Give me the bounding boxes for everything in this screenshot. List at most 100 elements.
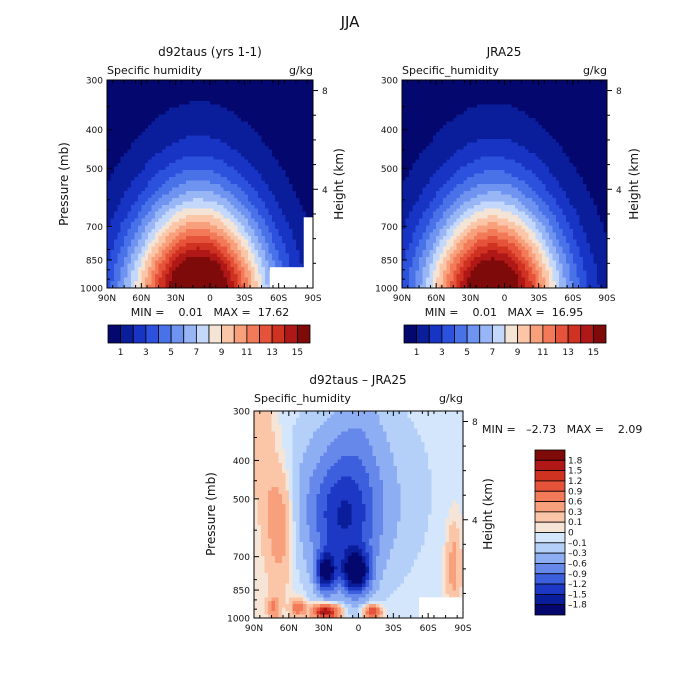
contour-cell <box>175 232 180 237</box>
contour-cell <box>165 256 170 261</box>
contour-cell <box>528 135 533 140</box>
contour-cell <box>511 90 516 95</box>
contour-cell <box>210 166 215 171</box>
contour-cell <box>299 93 304 98</box>
contour-cell <box>131 125 136 130</box>
contour-cell <box>185 232 190 237</box>
contour-cell <box>295 260 300 265</box>
contour-cell <box>511 93 516 98</box>
contour-cell <box>583 125 588 130</box>
contour-cell <box>275 83 280 88</box>
contour-cell <box>237 90 242 95</box>
contour-cell <box>131 222 136 227</box>
contour-cell <box>446 83 451 88</box>
contour-cell <box>172 277 177 282</box>
contour-cell <box>504 80 509 85</box>
contour-cell <box>302 215 307 220</box>
contour-cell <box>282 170 287 175</box>
contour-cell <box>227 249 232 254</box>
contour-cell <box>182 128 187 133</box>
contour-cell <box>425 142 430 147</box>
contour-cell <box>456 83 461 88</box>
contour-cell <box>511 132 516 137</box>
contour-cell <box>271 145 276 150</box>
contour-cell <box>282 159 287 164</box>
contour-cell <box>141 159 146 164</box>
contour-cell <box>175 208 180 213</box>
contour-cell <box>165 184 170 189</box>
contour-cell <box>131 177 136 182</box>
contour-cell <box>405 138 410 143</box>
contour-cell <box>268 184 273 189</box>
contour-cell <box>470 80 475 85</box>
contour-cell <box>446 100 451 105</box>
contour-cell <box>593 111 598 116</box>
contour-cell <box>189 197 194 202</box>
contour-cell <box>306 187 311 192</box>
contour-cell <box>213 225 218 230</box>
contour-cell <box>203 118 208 123</box>
contour-cell <box>405 128 410 133</box>
contour-cell <box>189 187 194 192</box>
contour-cell <box>210 242 215 247</box>
contour-cell <box>234 215 239 220</box>
contour-cell <box>137 184 142 189</box>
contour-cell <box>213 187 218 192</box>
contour-cell <box>165 80 170 85</box>
contour-cell <box>292 83 297 88</box>
contour-cell <box>244 260 249 265</box>
contour-cell <box>172 163 177 168</box>
contour-cell <box>518 100 523 105</box>
contour-cell <box>240 190 245 195</box>
contour-cell <box>306 208 311 213</box>
contour-cell <box>261 274 266 279</box>
contour-cell <box>216 83 221 88</box>
contour-cell <box>487 125 492 130</box>
contour-cell <box>566 90 571 95</box>
contour-cell <box>504 135 509 140</box>
contour-cell <box>306 152 311 157</box>
contour-cell <box>131 104 136 109</box>
contour-cell <box>586 114 591 119</box>
contour-cell <box>110 260 115 265</box>
contour-cell <box>144 218 149 223</box>
contour-cell <box>603 93 608 98</box>
contour-cell <box>203 246 208 251</box>
contour-cell <box>185 267 190 272</box>
contour-cell <box>155 222 160 227</box>
contour-cell <box>206 222 211 227</box>
contour-cell <box>425 135 430 140</box>
contour-cell <box>548 118 553 123</box>
contour-cell <box>196 222 201 227</box>
contour-cell <box>117 170 122 175</box>
y-tick-label: 400 <box>86 126 103 136</box>
contour-cell <box>531 93 536 98</box>
contour-cell <box>196 277 201 282</box>
contour-cell <box>443 97 448 102</box>
contour-cell <box>161 152 166 157</box>
contour-cell <box>175 242 180 247</box>
contour-cell <box>295 83 300 88</box>
contour-cell <box>240 260 245 265</box>
contour-cell <box>155 152 160 157</box>
contour-cell <box>292 239 297 244</box>
contour-cell <box>227 204 232 209</box>
contour-cell <box>487 142 492 147</box>
contour-cell <box>251 281 256 286</box>
contour-cell <box>124 145 129 150</box>
contour-cell <box>230 246 235 251</box>
contour-cell <box>158 142 163 147</box>
left-string: Specific humidity <box>107 64 202 77</box>
contour-cell <box>175 204 180 209</box>
contour-cell <box>268 242 273 247</box>
contour-cell <box>415 125 420 130</box>
contour-cell <box>466 104 471 109</box>
contour-cell <box>247 163 252 168</box>
contour-cell <box>596 121 601 126</box>
contour-cell <box>110 132 115 137</box>
contour-cell <box>213 173 218 178</box>
contour-cell <box>141 177 146 182</box>
contour-cell <box>271 83 276 88</box>
contour-cell <box>182 281 187 286</box>
contour-cell <box>175 215 180 220</box>
